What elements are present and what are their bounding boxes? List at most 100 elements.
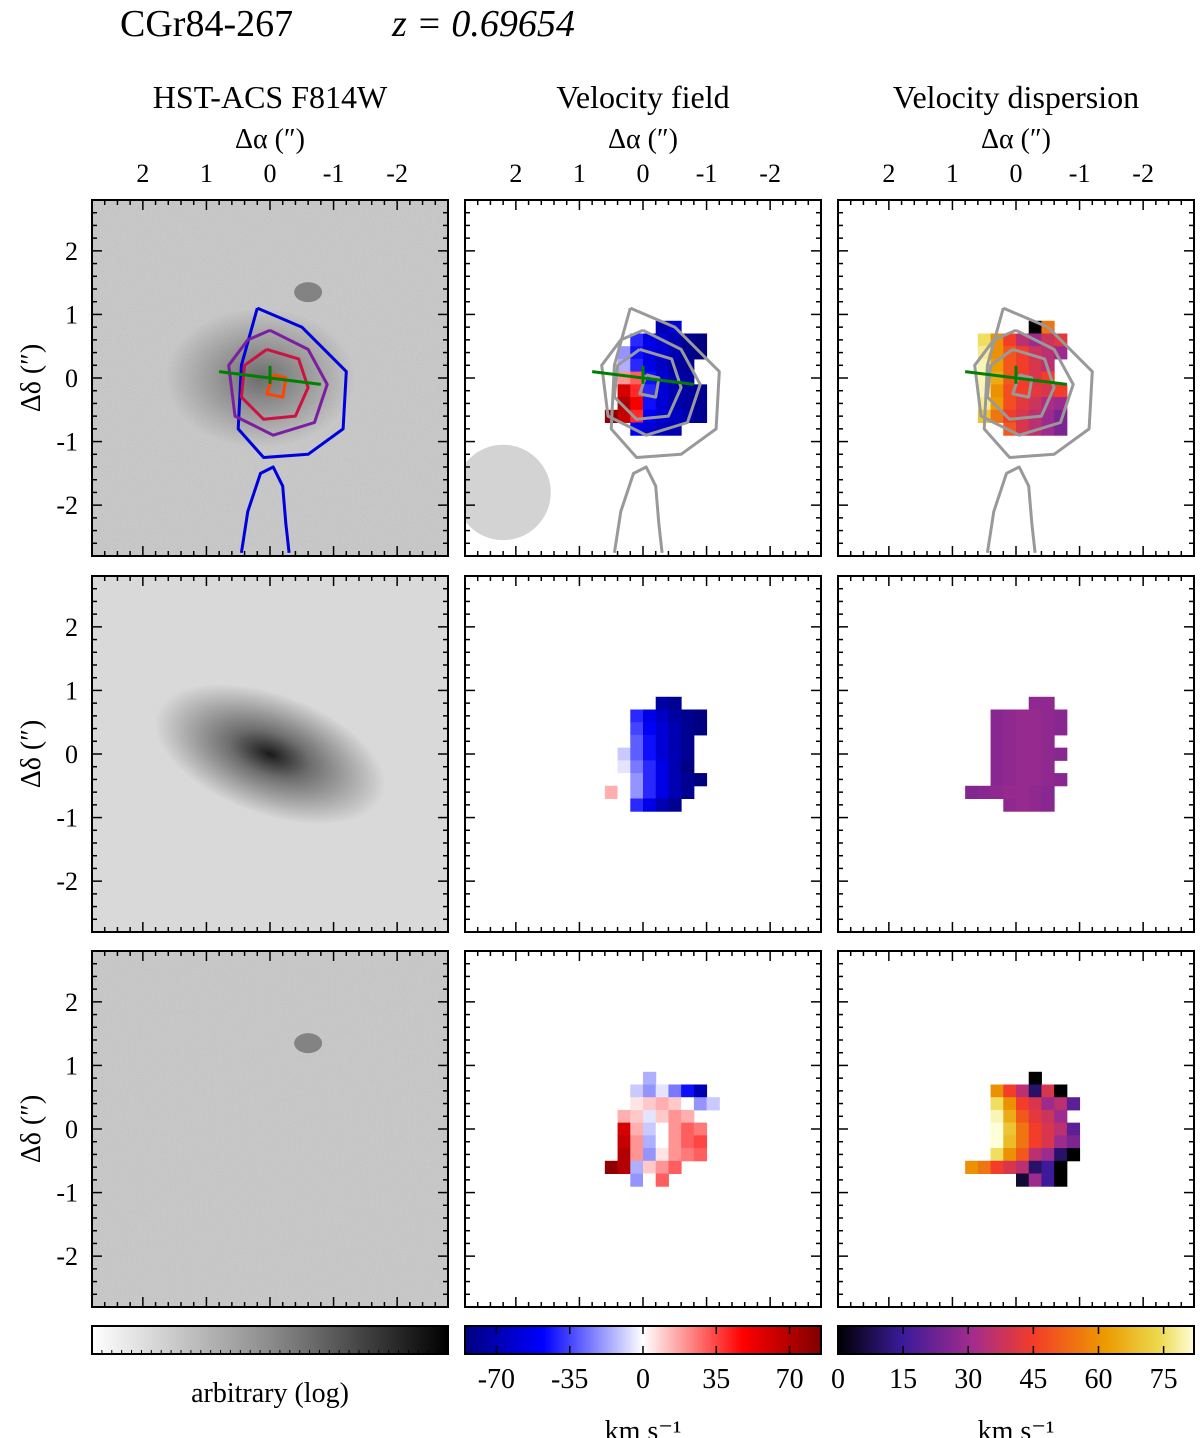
- residual-dispersion-pixel: [1016, 1084, 1030, 1098]
- observed-velocity-pixel: [681, 397, 695, 411]
- velocity-colorbar-label: km s⁻¹: [605, 1416, 682, 1438]
- residual-dispersion-pixel: [1054, 1148, 1068, 1162]
- model-velocity-pixel: [655, 798, 669, 812]
- x-tick-label: 0: [637, 159, 650, 188]
- model-velocity-pixel: [668, 709, 682, 723]
- model-velocity-pixel: [668, 773, 682, 787]
- model-velocity-pixel: [693, 709, 708, 723]
- residual-dispersion-pixel: [1054, 1160, 1068, 1174]
- residual-dispersion-pixel: [1028, 1173, 1042, 1187]
- observed-dispersion-contour: [1011, 373, 1034, 399]
- x-tick-label: 1: [200, 159, 213, 188]
- model-velocity-pixel: [643, 785, 657, 799]
- model-dispersion-pixel: [1041, 696, 1055, 710]
- residual-dispersion-pixel: [1054, 1109, 1068, 1124]
- observed-dispersion-pixel: [1003, 333, 1017, 347]
- y-axis-label: Δδ (″): [16, 344, 47, 413]
- model-velocity-pixel: [655, 696, 669, 710]
- residual-velocity-pixel: [617, 1109, 631, 1124]
- residual-dispersion-pixel: [1016, 1135, 1030, 1149]
- observed-dispersion-contour: [985, 347, 1056, 421]
- residual-velocity-pixel: [668, 1109, 682, 1124]
- model-velocity-pixel: [643, 773, 657, 787]
- y-tick-label: 1: [65, 676, 78, 705]
- model-dispersion-pixel: [1028, 785, 1042, 799]
- residual-dispersion-pixel: [1003, 1148, 1017, 1162]
- colorbar-tick-label: 15: [889, 1364, 917, 1395]
- y-tick-label: 2: [65, 988, 78, 1017]
- model-dispersion-pixel: [1028, 798, 1042, 812]
- x-axis-label: Δα (″): [235, 124, 305, 155]
- observed-velocity-pixel: [630, 397, 644, 411]
- model-velocity-pixel: [617, 747, 631, 761]
- residual-dispersion-pixel: [1054, 1097, 1068, 1111]
- model-dispersion-pixel: [1028, 696, 1042, 710]
- model-velocity-pixel: [655, 722, 669, 736]
- residual-dispersion-pixel: [1003, 1135, 1017, 1149]
- residual-velocity-pixel: [604, 1160, 619, 1174]
- y-tick-label: -2: [56, 867, 78, 896]
- model-dispersion-pixel: [1041, 773, 1055, 787]
- residual-dispersion-pixel: [990, 1135, 1004, 1149]
- model-velocity-pixel: [617, 760, 631, 774]
- residual-dispersion-pixel: [1066, 1148, 1081, 1162]
- observed-velocity-contour: [612, 465, 664, 554]
- observed-velocity-contour: [609, 306, 721, 459]
- observed-image-panel: [92, 200, 448, 556]
- residual-dispersion-pixel: [965, 1160, 979, 1174]
- residual-dispersion-pixel: [1054, 1122, 1068, 1136]
- observed-velocity-pixel: [617, 384, 631, 398]
- residual-velocity-pixel: [706, 1097, 720, 1111]
- residual-velocity-pixel: [681, 1097, 695, 1111]
- residual-velocity-pixel: [643, 1160, 657, 1174]
- residual-velocity-pixel: [655, 1135, 669, 1149]
- y-tick-label: 0: [65, 364, 78, 393]
- colorbar-tick-label: 35: [702, 1364, 730, 1395]
- image-contour: [239, 347, 310, 421]
- panels: [92, 200, 1194, 1307]
- model-velocity-pixel: [681, 747, 695, 761]
- residual-dispersion-pixel: [1054, 1173, 1068, 1187]
- model-dispersion-pixel: [990, 734, 1004, 749]
- colorbar-tick-label: 30: [954, 1364, 982, 1395]
- residual-velocity-pixel: [630, 1109, 644, 1124]
- model-velocity-pixel: [681, 722, 695, 736]
- residual-velocity-pixel: [668, 1135, 682, 1149]
- observed-dispersion-pixel: [1028, 397, 1042, 411]
- observed-dispersion-pixel: [990, 346, 1004, 360]
- model-dispersion-pixel: [1003, 760, 1017, 774]
- model-velocity-pixel: [655, 734, 669, 749]
- y-tick-label: 2: [65, 237, 78, 266]
- observed-dispersion-pixel: [1054, 397, 1068, 411]
- model-velocity-pixel: [655, 747, 669, 761]
- model-dispersion-pixel: [1054, 709, 1068, 723]
- residual-velocity-pixel: [681, 1148, 695, 1162]
- residual-velocity-pixel: [681, 1084, 695, 1098]
- colorbar-tick-label: 70: [776, 1364, 804, 1395]
- model-velocity-pixel: [681, 785, 695, 799]
- y-tick-label: 0: [65, 740, 78, 769]
- residual-dispersion-pixel: [1054, 1084, 1068, 1098]
- residual-dispersion-pixel: [1028, 1160, 1042, 1174]
- observed-dispersion-pixel: [990, 409, 1004, 423]
- colorbar-tick-label: -35: [551, 1364, 588, 1395]
- residual-velocity-pixel: [643, 1097, 657, 1111]
- residual-velocity-pixel: [643, 1135, 657, 1149]
- column-title-image: HST-ACS F814W: [153, 79, 388, 115]
- model-dispersion-pixel: [1028, 709, 1042, 723]
- model-velocity-pixel: [681, 760, 695, 774]
- residual-dispersion-pixel: [1016, 1109, 1030, 1124]
- residual-dispersion-pixel: [1028, 1097, 1042, 1111]
- residual-velocity-pixel: [693, 1148, 708, 1162]
- column-title-velocity: Velocity field: [556, 79, 729, 115]
- model-velocity-pixel: [630, 722, 644, 736]
- residual-dispersion-panel: [838, 951, 1194, 1307]
- residual-dispersion-pixel: [1028, 1122, 1042, 1136]
- model-velocity-pixel: [643, 709, 657, 723]
- residual-dispersion-pixel: [1054, 1135, 1068, 1149]
- x-axis-label: Δα (″): [608, 124, 678, 155]
- residual-dispersion-pixel: [1041, 1148, 1055, 1162]
- y-tick-label: -1: [56, 1179, 78, 1208]
- y-axis-label: Δδ (″): [16, 720, 47, 789]
- model-dispersion-pixel: [1016, 785, 1030, 799]
